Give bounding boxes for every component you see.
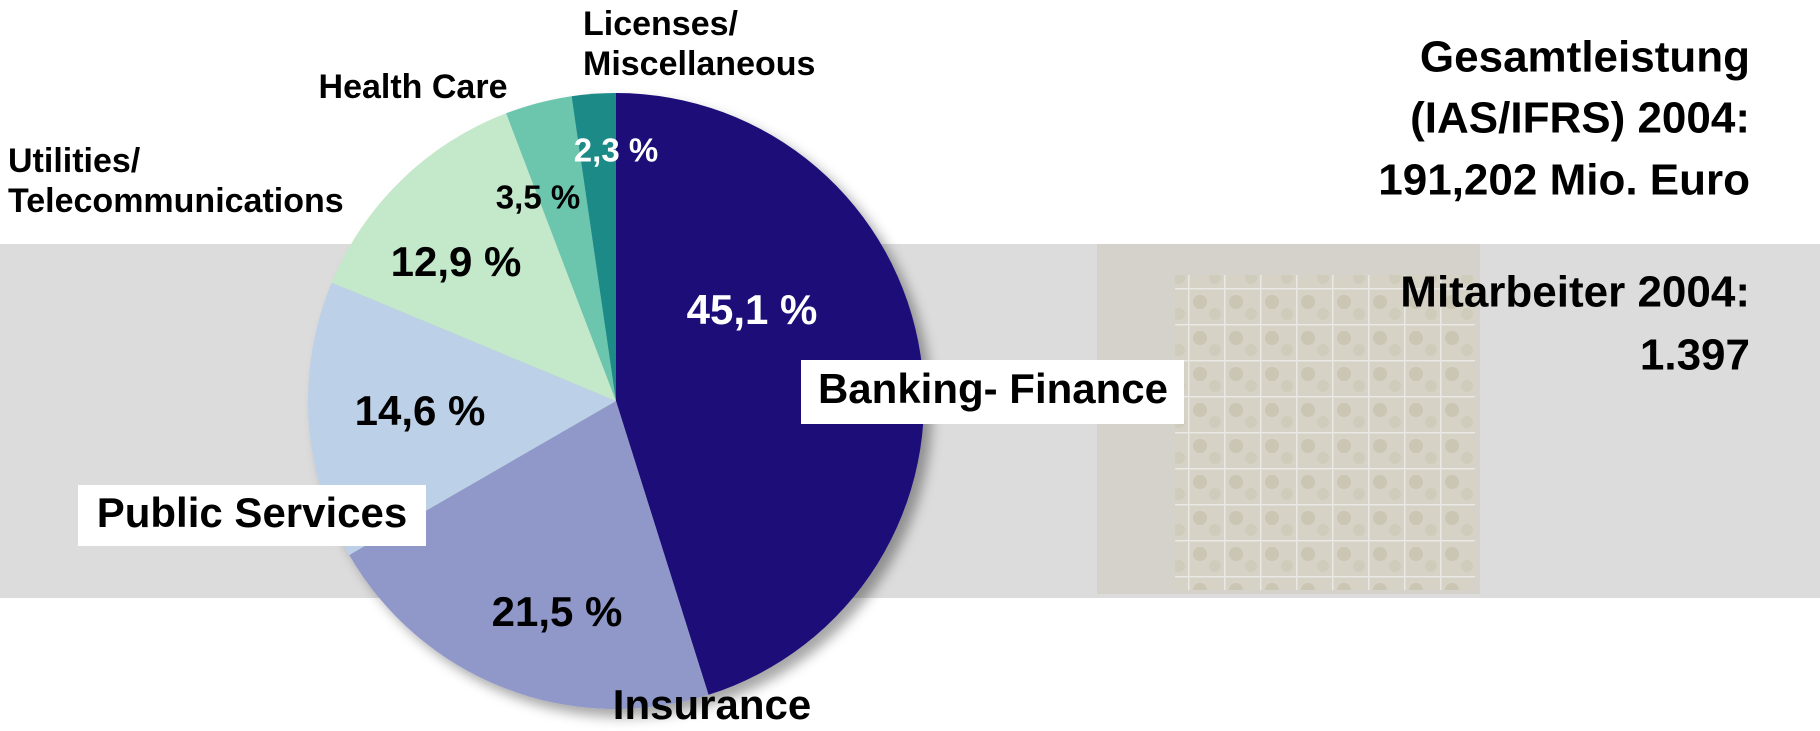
category-label: Banking- Finance xyxy=(818,365,1168,412)
category-label: Insurance xyxy=(613,681,811,728)
value-label: 3,5 % xyxy=(496,179,580,216)
category-label: Health Care xyxy=(319,68,508,106)
value-label: 45,1 % xyxy=(687,286,818,333)
annotation: 191,202 Mio. Euro xyxy=(1378,156,1750,205)
page: 45,1 % 21,5 % 14,6 % 12,9 % 3,5 % 2,3 % Bankin… xyxy=(0,0,1820,731)
category-label: Public Services xyxy=(97,489,408,536)
category-label: Utilities/Telecommunications xyxy=(8,142,344,220)
annotation: 1.397 xyxy=(1640,331,1750,380)
annotation: Mitarbeiter 2004: xyxy=(1400,268,1750,317)
value-label: 12,9 % xyxy=(391,238,522,285)
value-label: 14,6 % xyxy=(355,387,486,434)
annotation: Gesamtleistung xyxy=(1420,33,1750,82)
value-label: 2,3 % xyxy=(574,132,658,169)
annotation: (IAS/IFRS) 2004: xyxy=(1410,94,1750,143)
chart: 45,1 % 21,5 % 14,6 % 12,9 % 3,5 % 2,3 % Bankin… xyxy=(0,0,1820,731)
value-label: 21,5 % xyxy=(492,588,623,635)
gabion-image xyxy=(1175,275,1475,590)
category-label: Licenses/Miscellaneous xyxy=(583,5,815,83)
